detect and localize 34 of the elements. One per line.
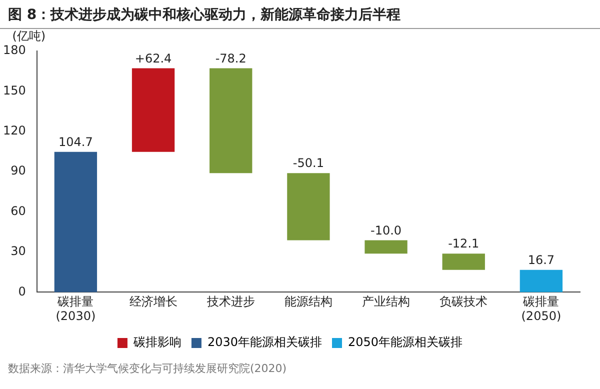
data-label: -50.1: [292, 156, 324, 170]
x-tick-label: 经济增长: [129, 294, 178, 309]
x-tick-label: 产业结构: [362, 294, 410, 309]
data-label: +62.4: [134, 51, 172, 66]
legend-label: 2030年能源相关碳排: [207, 335, 322, 350]
bar: [442, 254, 485, 270]
y-tick-label: 150: [3, 83, 26, 98]
y-tick-label: 120: [3, 124, 26, 138]
x-tick-label: 负碳技术: [440, 294, 488, 309]
x-tick-label: 碳排量 (2050): [521, 294, 562, 323]
bar: [54, 152, 98, 292]
y-tick-label: 0: [18, 284, 26, 298]
bar: [364, 240, 408, 254]
bar: [132, 68, 175, 152]
bar: [520, 270, 563, 292]
source-note: 数据来源：清华大学气候变化与可持续发展研究院(2020): [7, 361, 288, 377]
legend-label: 碳排影响: [132, 335, 182, 350]
y-tick-label: 90: [10, 164, 26, 178]
bar: [287, 173, 330, 240]
x-tick-label: 技术进步: [206, 294, 255, 309]
chart-title: 图 8：技术进步成为碳中和核心驱动力，新能源革命接力后半程: [0, 0, 600, 29]
data-label: 104.7: [58, 135, 93, 150]
legend-label: 2050年能源相关碳排: [348, 335, 463, 350]
data-label: -12.1: [448, 236, 480, 251]
y-tick-label: 180: [3, 43, 26, 58]
x-tick-label: 碳排量 (2030): [56, 294, 96, 323]
y-axis-title: (亿吨): [12, 29, 46, 44]
y-tick-label: 30: [10, 244, 26, 258]
data-label: 16.7: [528, 252, 555, 267]
data-label: -10.0: [370, 223, 402, 238]
x-tick-label: 能源结构: [284, 294, 332, 309]
bar: [210, 68, 252, 174]
data-label: -78.2: [215, 51, 246, 66]
y-tick-label: 60: [10, 204, 26, 218]
